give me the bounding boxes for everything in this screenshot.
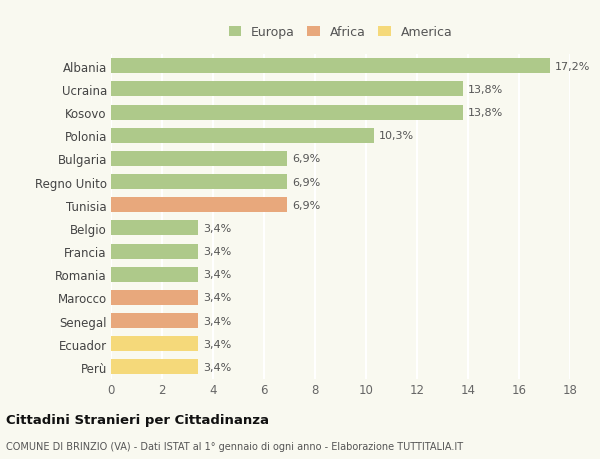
Text: 3,4%: 3,4% (203, 246, 231, 257)
Text: 10,3%: 10,3% (379, 131, 414, 141)
Bar (111, 106, 463, 120)
Text: 3,4%: 3,4% (203, 293, 231, 303)
Text: 17,2%: 17,2% (555, 62, 590, 72)
Text: 13,8%: 13,8% (468, 85, 503, 95)
Text: 3,4%: 3,4% (203, 339, 231, 349)
Bar (111, 336, 198, 352)
Text: 6,9%: 6,9% (292, 177, 320, 187)
Legend: Europa, Africa, America: Europa, Africa, America (225, 22, 456, 43)
Text: 6,9%: 6,9% (292, 154, 320, 164)
Text: 3,4%: 3,4% (203, 362, 231, 372)
Text: 3,4%: 3,4% (203, 270, 231, 280)
Bar (111, 267, 198, 282)
Bar (111, 198, 287, 213)
Bar (111, 290, 198, 305)
Bar (111, 59, 550, 74)
Bar (111, 129, 374, 144)
Bar (111, 82, 463, 97)
Bar (111, 221, 198, 236)
Text: 3,4%: 3,4% (203, 224, 231, 234)
Bar (111, 151, 287, 167)
Bar (111, 244, 198, 259)
Text: COMUNE DI BRINZIO (VA) - Dati ISTAT al 1° gennaio di ogni anno - Elaborazione TU: COMUNE DI BRINZIO (VA) - Dati ISTAT al 1… (6, 441, 463, 451)
Text: 13,8%: 13,8% (468, 108, 503, 118)
Text: Cittadini Stranieri per Cittadinanza: Cittadini Stranieri per Cittadinanza (6, 413, 269, 426)
Text: 6,9%: 6,9% (292, 200, 320, 210)
Text: 3,4%: 3,4% (203, 316, 231, 326)
Bar (111, 359, 198, 375)
Bar (111, 313, 198, 328)
Bar (111, 175, 287, 190)
